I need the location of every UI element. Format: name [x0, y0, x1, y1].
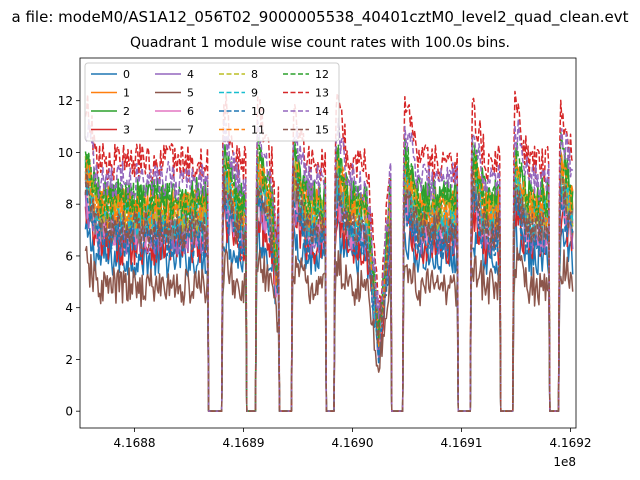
- series-layer: [84, 90, 574, 412]
- y-tick-label: 0: [65, 405, 73, 419]
- legend-label-2: 2: [123, 105, 130, 118]
- x-tick-label: 4.1691: [441, 436, 483, 450]
- axes-frame: [79, 57, 577, 429]
- legend-label-7: 7: [187, 124, 194, 137]
- legend-label-9: 9: [251, 87, 258, 100]
- legend-label-12: 12: [315, 68, 329, 81]
- x-tick-label: 4.1692: [550, 436, 592, 450]
- y-tick-label: 12: [58, 94, 73, 108]
- legend-label-4: 4: [187, 68, 194, 81]
- legend-label-15: 15: [315, 124, 329, 137]
- x-offset-label: 1e8: [553, 455, 576, 469]
- y-tick-label: 6: [65, 249, 73, 263]
- y-axis: 0 2 4 6 8 10 12: [58, 94, 80, 419]
- legend-label-1: 1: [123, 87, 130, 100]
- x-tick-label: 4.1689: [223, 436, 265, 450]
- legend-label-11: 11: [251, 124, 265, 137]
- y-tick-label: 8: [65, 198, 73, 212]
- series-line-13: [84, 90, 574, 412]
- y-tick-label: 2: [65, 353, 73, 367]
- legend-label-5: 5: [187, 87, 194, 100]
- legend-label-14: 14: [315, 105, 329, 118]
- x-tick-label: 4.1688: [114, 436, 156, 450]
- legend-label-13: 13: [315, 87, 329, 100]
- series-line-14: [84, 117, 574, 412]
- legend-label-0: 0: [123, 68, 130, 81]
- figure-suptitle: a file: modeM0/AS1A12_056T02_9000005538_…: [11, 8, 629, 26]
- x-axis: 4.1688 4.1689 4.1690 4.1691 4.1692: [114, 428, 592, 450]
- legend-label-6: 6: [187, 105, 194, 118]
- x-tick-label: 4.1690: [332, 436, 374, 450]
- y-tick-label: 4: [65, 301, 73, 315]
- legend-label-10: 10: [251, 105, 265, 118]
- y-tick-label: 10: [58, 146, 73, 160]
- legend-frame: [84, 62, 340, 142]
- series-line-15: [84, 165, 574, 412]
- series-line-10: [84, 182, 574, 412]
- legend-label-3: 3: [123, 124, 130, 137]
- legend-label-8: 8: [251, 68, 258, 81]
- chart-title: Quadrant 1 module wise count rates with …: [130, 35, 510, 51]
